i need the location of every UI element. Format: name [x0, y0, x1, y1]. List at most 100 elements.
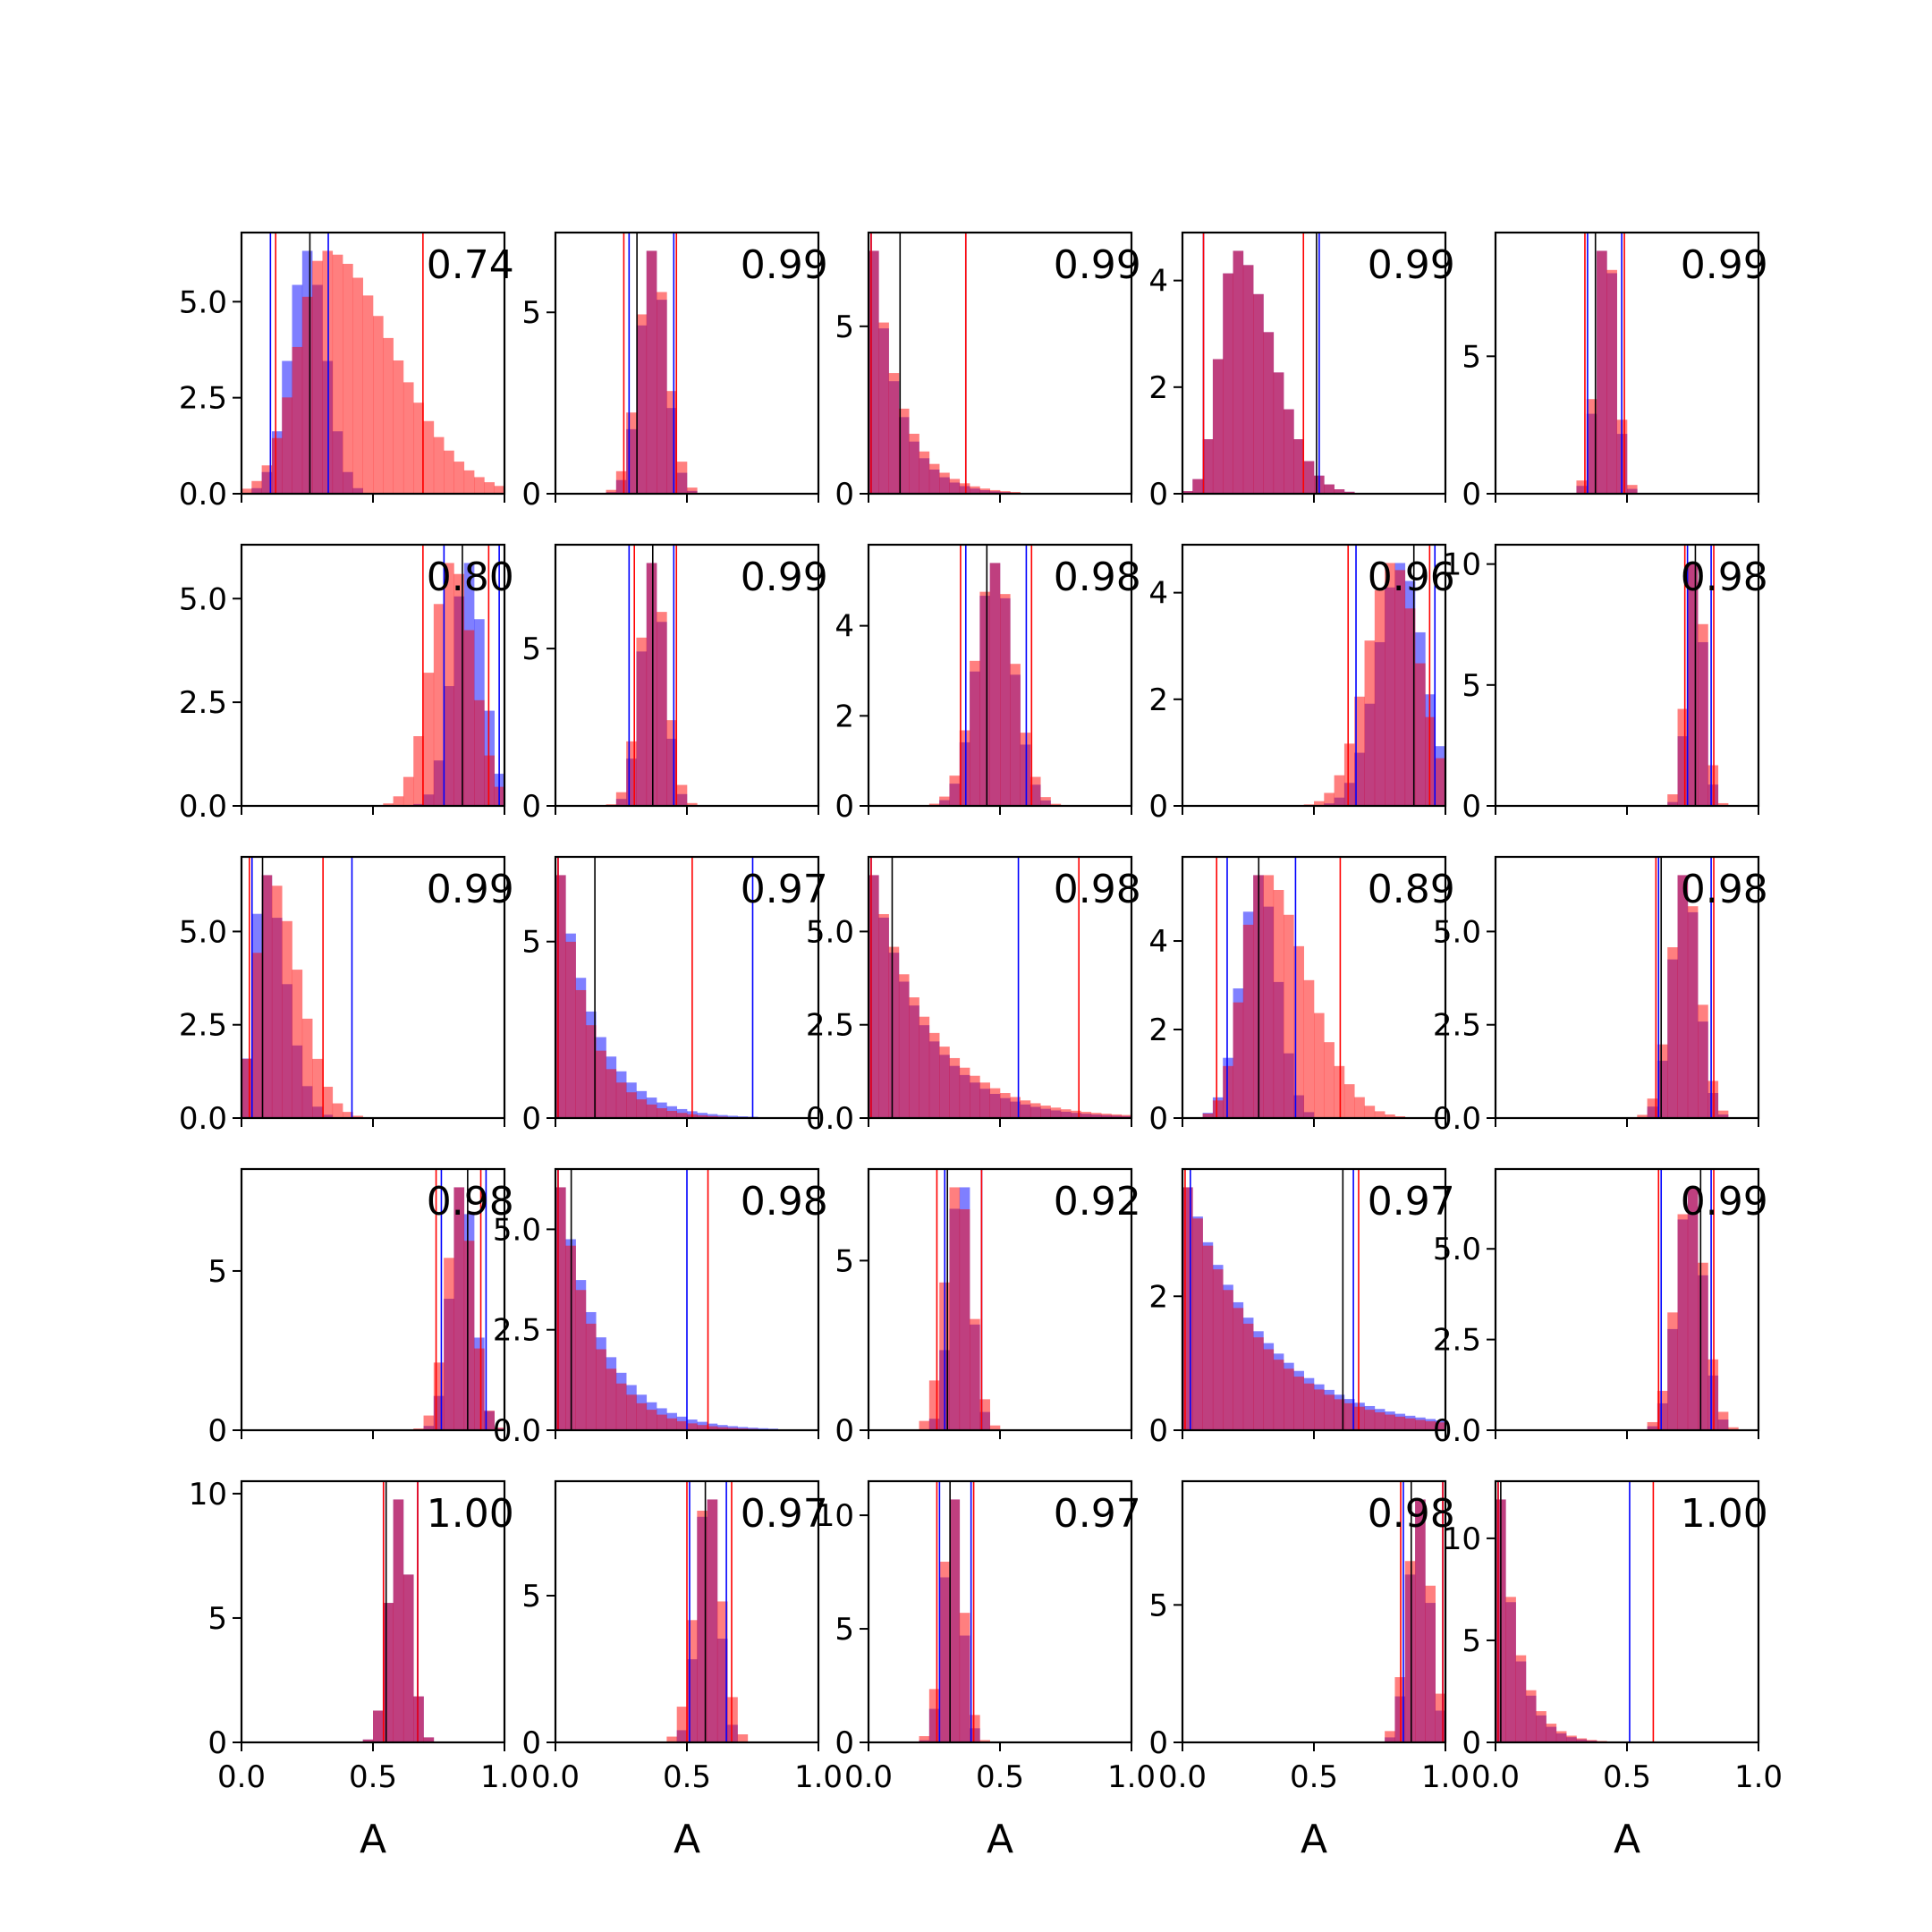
red-hist-bar: [970, 1075, 980, 1118]
plot-area: [869, 233, 1021, 494]
red-hist-bar: [1233, 1002, 1244, 1118]
red-hist-bar: [301, 1018, 313, 1118]
red-hist-bar: [898, 408, 910, 494]
red-hist-bar: [1030, 1103, 1041, 1118]
y-tick-label: 0: [1462, 477, 1481, 513]
y-tick-label: 2: [1148, 1013, 1168, 1048]
red-hist-bar: [453, 573, 465, 806]
red-hist-bar: [928, 1380, 940, 1430]
y-tick-label: 5.0: [179, 581, 227, 617]
red-hist-bar: [1525, 1690, 1537, 1742]
red-hist-bar: [1717, 1110, 1729, 1118]
x-tick-label: 0.0: [1158, 1759, 1207, 1795]
red-hist-bar: [898, 974, 910, 1118]
x-tick-label: 0.5: [349, 1759, 397, 1795]
red-hist-bar: [1687, 563, 1699, 806]
red-hist-bar: [433, 604, 445, 806]
y-tick-label: 0: [835, 1725, 854, 1761]
panel-r1-c2: 0 2 4 0.98: [835, 543, 1141, 825]
y-tick-label: 0.0: [179, 1101, 227, 1137]
red-hist-bar: [1385, 1731, 1395, 1742]
red-hist-bar: [939, 472, 950, 494]
y-tick-label: 4: [1148, 576, 1168, 612]
score-annotation: 0.97: [1368, 1179, 1455, 1224]
x-tick-label: 0.0: [531, 1759, 580, 1795]
red-hist-bar: [1314, 801, 1325, 806]
red-hist-bar: [1334, 1399, 1345, 1430]
red-hist-bar: [1273, 372, 1284, 494]
red-hist-bar: [433, 1362, 445, 1430]
red-hist-bar: [949, 1499, 961, 1742]
red-hist-bar: [1647, 1098, 1658, 1118]
red-hist-bar: [1687, 1187, 1699, 1430]
red-hist-bar: [1698, 1004, 1708, 1118]
red-hist-bar: [1233, 1308, 1244, 1430]
red-hist-bar: [271, 886, 283, 1118]
red-hist-bar: [444, 1258, 454, 1430]
panel-r1-c4: 0 5 10 0.98: [1443, 543, 1768, 825]
red-hist-bar: [413, 1696, 424, 1742]
red-hist-bar: [1090, 1113, 1102, 1118]
red-hist-bar: [1334, 489, 1345, 494]
red-hist-bar: [292, 970, 303, 1118]
red-hist-bar: [402, 382, 414, 494]
red-hist-bar: [1374, 589, 1385, 806]
red-hist-bar: [1010, 1097, 1021, 1118]
red-hist-bar: [343, 263, 353, 494]
red-hist-bar: [1385, 1114, 1395, 1118]
x-axis-label: A: [987, 1817, 1013, 1862]
plot-area: [242, 233, 504, 494]
red-hist-bar: [1303, 1383, 1315, 1430]
red-hist-bar: [959, 1613, 970, 1742]
blue-hist-bar: [716, 1114, 728, 1118]
red-hist-bar: [657, 612, 667, 806]
red-hist-bar: [949, 1057, 961, 1118]
y-tick-label: 5: [835, 309, 854, 345]
red-hist-bar: [1030, 776, 1041, 806]
red-hist-bar: [949, 479, 961, 494]
red-hist-bar: [707, 1499, 718, 1742]
red-hist-bar: [1698, 623, 1708, 806]
score-annotation: 0.96: [1368, 555, 1455, 600]
y-tick-label: 0: [1462, 789, 1481, 825]
y-tick-label: 10: [189, 1477, 227, 1513]
red-hist-bar: [1404, 1418, 1416, 1430]
red-hist-bar: [1677, 1214, 1689, 1430]
red-hist-bar: [1060, 1109, 1072, 1118]
score-annotation: 0.98: [741, 1179, 828, 1224]
red-hist-bar: [1050, 803, 1062, 806]
red-hist-bar: [1717, 1411, 1729, 1430]
plot-area: [1182, 1169, 1445, 1430]
red-hist-bar: [555, 1187, 566, 1430]
red-hist-bar: [878, 913, 889, 1118]
red-hist-bar: [1667, 794, 1678, 806]
red-hist-bar: [1223, 273, 1233, 494]
red-hist-bar: [1637, 1114, 1648, 1118]
plot-area: [362, 1481, 435, 1742]
panel-r2-c0: 0.0 2.5 5.0 0.99: [179, 855, 514, 1137]
red-hist-bar: [423, 420, 435, 494]
red-hist-bar: [1040, 1106, 1051, 1118]
score-annotation: 0.80: [427, 555, 514, 600]
y-tick-label: 5: [1148, 1588, 1168, 1623]
red-hist-bar: [626, 1394, 637, 1430]
panel-r4-c1: 0.0 0.5 1.0 0 5 0.97: [521, 1479, 843, 1795]
red-hist-bar: [676, 1113, 688, 1118]
y-tick-label: 10: [816, 1498, 854, 1534]
red-hist-bar: [606, 1368, 617, 1430]
red-hist-bar: [1020, 733, 1031, 806]
y-tick-label: 2.5: [179, 381, 227, 417]
red-hist-bar: [1223, 1065, 1233, 1118]
red-hist-bar: [1263, 875, 1275, 1118]
red-hist-bar: [242, 488, 252, 494]
panel-r1-c0: 0.0 2.5 5.0 0.80: [179, 543, 514, 825]
red-hist-bar: [1303, 461, 1315, 494]
red-hist-bar: [1415, 663, 1426, 806]
panel-r3-c2: 050.92: [835, 1167, 1141, 1449]
red-hist-bar: [474, 477, 485, 494]
red-hist-bar: [970, 1715, 980, 1742]
y-tick-label: 5: [521, 295, 541, 331]
red-hist-bar: [1415, 1419, 1426, 1430]
plot-area: [928, 545, 1062, 806]
red-hist-bar: [1324, 792, 1335, 806]
